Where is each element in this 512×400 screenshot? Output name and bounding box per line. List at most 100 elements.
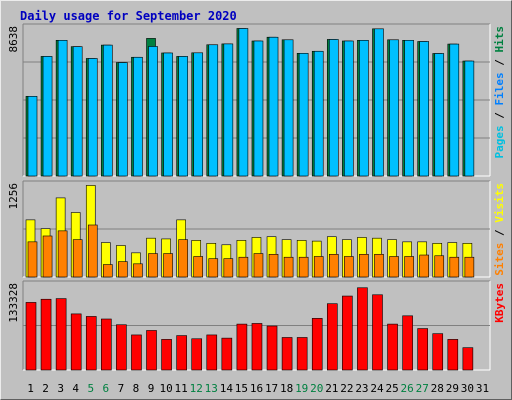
x-tick-label-day-11: 11 bbox=[175, 382, 188, 395]
page-title: Daily usage for September 2020 bbox=[20, 9, 237, 23]
bar-files-day-10 bbox=[163, 52, 173, 177]
bar-sites-day-28 bbox=[434, 255, 445, 278]
y-max-label: 8638 bbox=[7, 26, 20, 53]
bar-kbytes-day-2 bbox=[40, 298, 52, 371]
bar-kbytes-day-13 bbox=[206, 334, 218, 371]
bar-sites-day-1 bbox=[27, 241, 38, 278]
bar-kbytes-day-24 bbox=[372, 294, 383, 371]
bar-kbytes-day-16 bbox=[251, 323, 263, 371]
bar-kbytes-day-10 bbox=[161, 339, 172, 371]
bar-files-day-23 bbox=[359, 40, 369, 177]
bar-files-day-29 bbox=[449, 43, 460, 177]
x-tick-label-day-3: 3 bbox=[57, 382, 64, 395]
bar-files-day-9 bbox=[148, 46, 158, 177]
legend-entry-separator: / bbox=[493, 223, 506, 243]
bar-files-day-12 bbox=[193, 52, 204, 177]
bar-files-day-22 bbox=[344, 40, 354, 177]
bar-kbytes-day-20 bbox=[311, 318, 323, 371]
bar-kbytes-day-27 bbox=[417, 328, 428, 371]
x-tick-label-day-20: 20 bbox=[310, 382, 323, 395]
bar-files-day-8 bbox=[133, 56, 143, 177]
bar-sites-day-30 bbox=[464, 256, 475, 278]
bar-sites-day-25 bbox=[389, 256, 399, 278]
bar-files-day-2 bbox=[42, 56, 53, 177]
bar-files-day-30 bbox=[464, 60, 475, 177]
x-tick-label-day-1: 1 bbox=[27, 382, 34, 395]
bar-sites-day-16 bbox=[253, 253, 264, 278]
bar-sites-day-29 bbox=[449, 256, 460, 278]
bar-files-day-17 bbox=[268, 36, 279, 177]
bar-files-day-24 bbox=[374, 28, 384, 177]
bar-kbytes-day-7 bbox=[116, 324, 127, 371]
bar-files-day-18 bbox=[283, 39, 294, 177]
legend-entry-hits: Hits bbox=[493, 26, 506, 53]
bar-kbytes-day-26 bbox=[402, 315, 413, 371]
bar-sites-day-20 bbox=[313, 256, 324, 278]
bar-kbytes-day-18 bbox=[281, 337, 293, 371]
bar-kbytes-day-17 bbox=[266, 325, 278, 371]
bar-sites-day-12 bbox=[193, 256, 204, 278]
bar-sites-day-26 bbox=[404, 256, 414, 278]
bar-kbytes-day-21 bbox=[326, 303, 338, 371]
bar-sites-day-7 bbox=[118, 261, 128, 278]
legend-entry-files: Files bbox=[493, 72, 506, 105]
bar-sites-day-27 bbox=[419, 254, 429, 278]
bar-kbytes-day-29 bbox=[447, 339, 459, 371]
bar-sites-day-21 bbox=[328, 253, 339, 278]
bar-files-day-25 bbox=[389, 39, 399, 177]
bar-sites-day-11 bbox=[178, 239, 188, 278]
x-tick-label-day-26: 26 bbox=[401, 382, 414, 395]
legend-entry-separator: / bbox=[493, 106, 506, 126]
x-tick-label-day-13: 13 bbox=[205, 382, 218, 395]
x-tick-label-day-8: 8 bbox=[133, 382, 140, 395]
bar-kbytes-day-11 bbox=[176, 335, 187, 371]
x-tick-label-day-23: 23 bbox=[355, 382, 368, 395]
bar-sites-day-14 bbox=[223, 258, 234, 278]
legend-entry-pages: Pages bbox=[493, 125, 506, 158]
x-tick-label-day-2: 2 bbox=[42, 382, 49, 395]
bar-kbytes-day-6 bbox=[101, 318, 112, 371]
x-tick-label-day-21: 21 bbox=[325, 382, 338, 395]
bar-kbytes-day-8 bbox=[131, 334, 142, 371]
legend-entry-sites: Sites bbox=[493, 243, 506, 276]
bar-sites-day-15 bbox=[238, 256, 249, 278]
bar-files-day-5 bbox=[87, 58, 98, 177]
bar-kbytes-day-14 bbox=[221, 337, 233, 371]
bar-sites-day-23 bbox=[359, 253, 369, 278]
x-tick-label-day-7: 7 bbox=[118, 382, 125, 395]
bar-kbytes-day-23 bbox=[357, 287, 368, 371]
x-tick-label-day-27: 27 bbox=[416, 382, 429, 395]
bar-sites-day-19 bbox=[298, 256, 309, 278]
bar-sites-day-4 bbox=[72, 239, 83, 278]
bar-sites-day-3 bbox=[57, 230, 68, 278]
bar-sites-day-5 bbox=[87, 224, 98, 278]
x-tick-label-day-31: 31 bbox=[476, 382, 489, 395]
x-tick-label-day-16: 16 bbox=[250, 382, 263, 395]
bar-files-day-14 bbox=[223, 43, 234, 177]
bar-files-day-7 bbox=[118, 62, 128, 177]
x-tick-label-day-14: 14 bbox=[220, 382, 234, 395]
bar-kbytes-day-5 bbox=[85, 316, 97, 371]
bar-files-day-26 bbox=[404, 40, 414, 177]
bar-files-day-11 bbox=[178, 56, 188, 177]
y-max-label: 133328 bbox=[7, 283, 20, 323]
bar-sites-day-10 bbox=[163, 253, 173, 278]
x-tick-label-day-29: 29 bbox=[446, 382, 459, 395]
bar-kbytes-day-15 bbox=[236, 323, 248, 371]
x-tick-label-day-30: 30 bbox=[461, 382, 474, 395]
x-tick-label-day-5: 5 bbox=[87, 382, 94, 395]
y-max-label: 1256 bbox=[7, 183, 20, 210]
bar-kbytes-day-19 bbox=[296, 337, 308, 371]
bar-kbytes-day-12 bbox=[191, 338, 203, 371]
x-tick-label-day-17: 17 bbox=[265, 382, 278, 395]
bar-files-day-6 bbox=[103, 44, 113, 177]
bar-kbytes-day-4 bbox=[70, 313, 82, 371]
bar-sites-day-17 bbox=[268, 253, 279, 278]
bar-files-day-1 bbox=[27, 96, 38, 177]
bar-kbytes-day-25 bbox=[387, 323, 398, 371]
bar-files-day-27 bbox=[419, 41, 429, 177]
bar-sites-day-6 bbox=[103, 264, 113, 278]
x-tick-label-day-6: 6 bbox=[103, 382, 110, 395]
x-tick-label-day-22: 22 bbox=[340, 382, 353, 395]
panel-legend: Sites / Visits bbox=[493, 183, 506, 276]
